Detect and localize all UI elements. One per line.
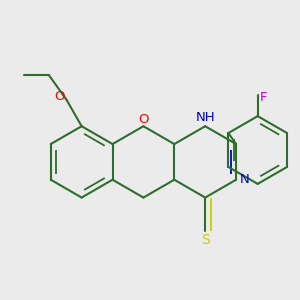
Text: S: S [201,233,210,248]
Text: NH: NH [195,111,215,124]
Text: O: O [138,112,149,126]
Text: N: N [240,173,250,186]
Text: O: O [54,90,65,104]
Text: F: F [260,91,267,104]
